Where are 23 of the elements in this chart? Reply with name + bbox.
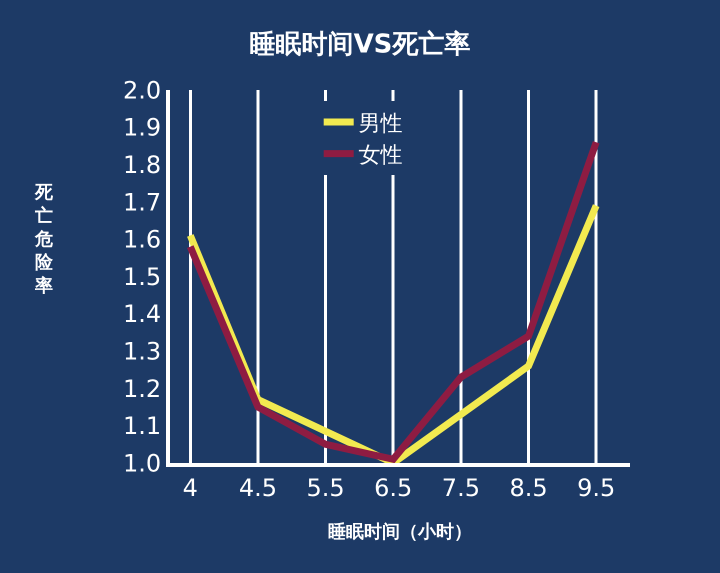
y-tick-label: 1.8 (123, 151, 162, 179)
y-tick-label: 1.4 (123, 300, 162, 328)
x-tick-label: 8.5 (509, 474, 548, 502)
y-tick-label: 1.3 (123, 338, 162, 366)
y-tick-label: 1.5 (123, 262, 162, 291)
x-tick-label: 9.5 (577, 474, 616, 502)
legend-label: 女性 (358, 143, 403, 168)
y-tick-label: 1.2 (123, 374, 162, 403)
x-tick-label: 4.5 (238, 474, 278, 502)
legend-label: 男性 (358, 112, 403, 137)
y-tick-label: 1.1 (123, 412, 162, 440)
y-axis-title: 死亡危险率 (34, 182, 54, 297)
x-tick-label: 4 (182, 474, 198, 502)
y-tick-label: 1.0 (123, 449, 162, 478)
x-tick-label: 6.5 (374, 474, 412, 502)
y-tick-label: 1.7 (123, 188, 162, 216)
y-tick-label: 1.6 (123, 226, 162, 254)
x-tick-label: 5.5 (306, 474, 345, 502)
x-tick-label: 7.5 (442, 474, 480, 502)
chart-title: 睡眠时间VS死亡率 (250, 30, 470, 60)
x-axis-title: 睡眠时间（小时） (328, 521, 472, 542)
y-tick-label: 2.0 (123, 76, 162, 104)
y-tick-label: 1.9 (123, 114, 162, 142)
